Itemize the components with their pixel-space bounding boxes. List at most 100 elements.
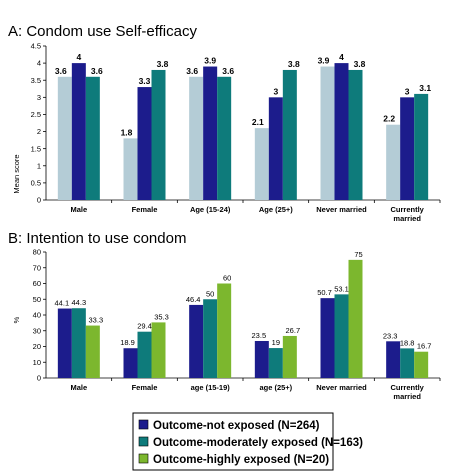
data-label: 1.8	[121, 127, 133, 137]
data-label: 18.9	[120, 338, 135, 347]
bar	[254, 128, 269, 200]
data-label: 3.6	[186, 66, 198, 76]
legend-box	[132, 412, 334, 471]
bar	[282, 69, 297, 200]
data-label: 50	[206, 289, 214, 298]
y-tick-label: 4	[37, 59, 41, 68]
data-label: 29.4	[137, 322, 152, 331]
data-label: 3.1	[419, 83, 431, 93]
data-label: 26.7	[286, 326, 301, 335]
bar	[71, 63, 86, 200]
bar	[203, 66, 218, 201]
chart-a-title: A: Condom use Self-efficacy	[8, 23, 197, 40]
chart-a-plot: 0 0.5 1 1.5 2 2.5 3 3.5 4 4.5 Male 3.6 4 3.6 Female 1.8…	[31, 42, 441, 223]
x-tick-label: Currently	[390, 205, 424, 214]
legend-label-not-exposed: Outcome-not exposed (N=264)	[153, 420, 320, 432]
y-tick-label: 50	[33, 295, 41, 304]
data-label: 3	[273, 86, 278, 96]
bar	[268, 97, 283, 200]
y-tick-label: 4.5	[31, 42, 41, 51]
x-tick-label: Age (15-24)	[190, 205, 231, 214]
legend-label-highly-exposed: Outcome-highly exposed (N=20)	[153, 454, 329, 466]
bar	[217, 283, 232, 378]
bar	[414, 93, 429, 200]
data-label: 3.8	[288, 59, 300, 69]
chart-a-y-axis-label: Mean score	[12, 154, 21, 193]
data-label: 44.1	[55, 299, 70, 308]
chart-b-y-axis-label: %	[12, 316, 21, 323]
x-tick-label: age (15-19)	[191, 383, 231, 392]
y-tick-label: 1.5	[31, 144, 41, 153]
legend-swatch-not-exposed	[138, 419, 149, 430]
bar	[123, 138, 138, 200]
data-label: 19	[272, 338, 280, 347]
bar	[414, 351, 429, 378]
bar	[334, 294, 349, 378]
bar	[254, 340, 269, 378]
legend-swatch-highly-exposed	[138, 453, 149, 464]
bar	[386, 124, 401, 200]
data-label: 3.6	[55, 66, 67, 76]
bar	[85, 325, 100, 378]
y-tick-label: 0	[37, 374, 41, 383]
data-label: 50.7	[317, 288, 332, 297]
data-label: 3.8	[157, 59, 169, 69]
bar	[386, 341, 401, 378]
data-label: 3.6	[222, 66, 234, 76]
x-tick-label: Female	[132, 383, 158, 392]
data-label: 75	[354, 250, 362, 259]
bar	[400, 348, 415, 378]
bar	[334, 63, 349, 200]
data-label: 3.9	[204, 56, 216, 66]
y-tick-label: 2	[37, 127, 41, 136]
y-tick-label: 40	[33, 311, 41, 320]
x-tick-label: married	[393, 214, 421, 223]
data-label: 46.4	[186, 295, 201, 304]
data-label: 3	[405, 86, 410, 96]
x-tick-label: Male	[70, 205, 87, 214]
bar	[57, 76, 72, 200]
data-label: 33.3	[89, 316, 104, 325]
x-tick-label: age (25+)	[259, 383, 292, 392]
x-tick-label: Never married	[316, 383, 367, 392]
data-label: 60	[223, 274, 231, 283]
x-tick-label: Male	[70, 383, 87, 392]
bar	[217, 76, 232, 200]
bar	[268, 348, 283, 378]
legend: Outcome-not exposed (N=264) Outcome-mode…	[132, 412, 363, 471]
y-tick-label: 3	[37, 93, 41, 102]
data-label: 3.9	[318, 56, 330, 66]
data-label: 23.3	[383, 331, 398, 340]
y-tick-label: 30	[33, 326, 41, 335]
bar	[137, 87, 152, 200]
bar	[57, 308, 72, 378]
bar	[320, 66, 335, 201]
chart-b: B: Intention to use condom % 0 10 20 30 40 50…	[8, 230, 441, 401]
bar	[123, 348, 138, 378]
data-label: 3.8	[354, 59, 366, 69]
y-tick-label: 3.5	[31, 76, 41, 85]
chart-b-title: B: Intention to use condom	[8, 230, 186, 247]
data-label: 3.6	[91, 66, 103, 76]
chart-a: A: Condom use Self-efficacy Mean score 0…	[8, 23, 441, 223]
chart-b-plot: 0 10 20 30 40 50 60 70 80 Male 44.1 44.333.3 Female 1…	[33, 248, 441, 401]
y-tick-label: 80	[33, 248, 41, 257]
data-label: 53.1	[334, 284, 349, 293]
x-tick-label: Never married	[316, 205, 367, 214]
x-tick-label: Currently	[390, 383, 424, 392]
legend-swatch-moderately-exposed	[138, 436, 149, 447]
data-label: 2.1	[252, 117, 264, 127]
y-tick-label: 1	[37, 161, 41, 170]
y-tick-label: 20	[33, 342, 41, 351]
bar	[189, 304, 204, 378]
bar	[151, 322, 166, 378]
y-tick-label: 10	[33, 358, 41, 367]
legend-label-moderately-exposed: Outcome-moderately exposed (N=163)	[153, 437, 363, 449]
data-label: 4	[339, 52, 344, 62]
bar	[151, 69, 166, 200]
data-label: 23.5	[252, 331, 267, 340]
data-label: 2.2	[383, 114, 395, 124]
data-label: 35.3	[154, 312, 169, 321]
x-tick-label: married	[393, 392, 421, 401]
